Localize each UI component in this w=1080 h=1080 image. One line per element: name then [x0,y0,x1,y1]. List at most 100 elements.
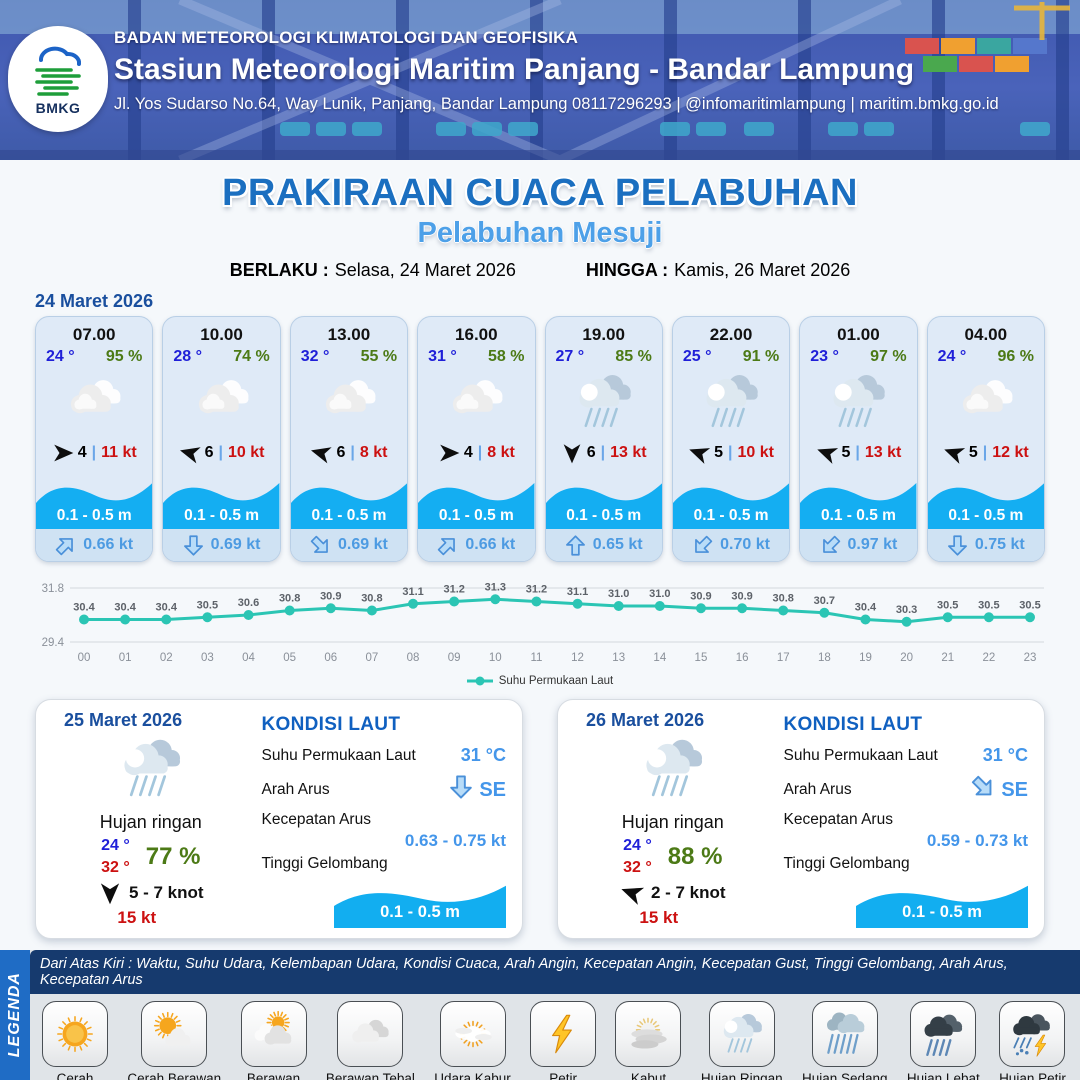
wave-height-label: Tinggi Gelombang [783,855,910,872]
svg-text:17: 17 [777,652,790,664]
day-weather-icon [103,731,199,812]
current-direction-label: Arah Arus [783,781,852,798]
svg-text:31.1: 31.1 [402,586,423,598]
port-illustration [0,0,1080,160]
hour-humidity: 97 % [870,348,907,365]
legend-item-icon [42,1001,108,1067]
wave-icon [290,483,408,529]
svg-text:30.8: 30.8 [279,593,300,605]
hingga-value: Kamis, 26 Maret 2026 [674,260,851,280]
legend-item: Udara Kabur [434,1001,511,1080]
legend-item-icon [708,1001,775,1067]
current-speed: 0.66 kt [465,536,516,553]
wave-icon [163,483,280,529]
day-wind-direction-icon [98,881,122,905]
wave-icon [334,885,506,928]
hour-time: 22.00 [709,325,753,344]
wind-direction-icon [310,442,333,464]
day-temp-min: 24 ° [623,837,652,854]
hour-temperature: 31 ° [428,348,457,365]
svg-text:13: 13 [612,652,625,664]
weather-icon [36,366,152,438]
svg-text:30.5: 30.5 [197,599,218,611]
wave-height: 0.1 - 0.5 m [311,507,387,524]
hingga-label: HINGGA : [585,260,669,280]
sea-current-direction: SE [479,778,506,801]
legend-item: Petir [530,1001,597,1080]
svg-text:14: 14 [653,652,666,664]
wave-icon [545,483,662,529]
hour-humidity: 91 % [742,348,780,365]
day-wind-direction-icon [620,881,645,906]
hour-humidity: 85 % [615,348,652,365]
separator: | [855,444,860,461]
current-row: 0.75 kt [927,529,1044,561]
sea-current-direction: SE [1001,778,1028,801]
wind-direction-icon [943,442,966,464]
current-row: 0.69 kt [163,529,280,561]
day-wind-speed: 5 - 7 knot [128,883,204,903]
weather-icon [546,366,662,438]
hour-temperature: 24 ° [937,348,967,365]
legend-item-label: Cerah Berawan [127,1071,222,1080]
sst-label: Suhu Permukaan Laut [261,746,416,764]
wind-gust: 13 kt [610,444,647,461]
wave-height: 0.1 - 0.5 m [948,507,1024,524]
weather-icon [163,366,279,438]
svg-text:00: 00 [78,652,91,664]
svg-text:18: 18 [818,652,831,664]
hour-humidity: 55 % [360,348,398,365]
wave-height: 0.1 - 0.5 m [820,507,896,524]
wind-row: 6 | 13 kt [546,438,662,468]
wave-icon [927,483,1044,529]
wave-height: 0.1 - 0.5 m [56,507,132,524]
svg-text:07: 07 [366,652,379,664]
legend-item-label: Hujan Lebat [906,1071,980,1080]
wind-direction-icon [688,442,711,464]
svg-text:30.9: 30.9 [731,590,752,602]
legend-item-icon [240,1001,307,1067]
current-direction-icon [183,534,204,556]
wind-speed: 5 [841,444,851,461]
legend-item-icon [999,1001,1066,1067]
svg-text:30.8: 30.8 [361,593,382,605]
svg-text:06: 06 [324,652,337,664]
weather-icon [673,366,789,438]
hourly-forecast-card: 22.00 25 ° 91 % 5 | 10 kt 0.1 - [671,316,791,562]
svg-text:30.9: 30.9 [690,590,711,602]
legend-item: Kabut [615,1001,682,1080]
hour-time: 16.00 [455,325,498,344]
sst-value: 31 °C [460,745,506,765]
port-name: Pelabuhan Mesuji [417,217,663,249]
validity-row: BERLAKU : Selasa, 24 Maret 2026 HINGGA :K… [0,260,1080,281]
day-humidity: 88 % [667,842,723,870]
hourly-forecast-card: 16.00 31 ° 58 % 4 | 8 kt [417,316,536,562]
wave-height-band: 0.1 - 0.5 m [545,473,662,529]
svg-text:30.4: 30.4 [114,602,136,614]
day-wind-gust: 15 kt [117,908,157,928]
wind-speed: 6 [204,444,214,461]
wind-row: 6 | 8 kt [291,438,407,468]
legend-note: Dari Atas Kiri : Waktu, Suhu Udara, Kele… [30,950,1080,994]
svg-text:30.4: 30.4 [156,602,178,614]
current-row: 0.97 kt [800,529,917,561]
svg-text:30.3: 30.3 [896,604,917,616]
current-row: 0.69 kt [290,529,408,561]
wind-speed: 5 [968,444,978,461]
legend-item-icon [530,1001,597,1067]
wind-gust: 10 kt [228,444,265,461]
day-temp-max: 32 ° [101,858,130,876]
wind-direction-icon [52,442,74,464]
svg-text:30.8: 30.8 [773,593,794,605]
current-direction-icon [565,534,586,556]
hourly-forecast-card: 10.00 28 ° 74 % 6 | 10 kt [162,316,281,562]
wind-gust: 8 kt [359,444,388,461]
hour-temperature: 27 ° [555,348,585,365]
berlaku-label: BERLAKU : [229,260,329,280]
wave-height: 0.1 - 0.5 m [438,507,514,524]
wave-icon [856,885,1028,928]
legend-item-label: Hujan Petir [999,1071,1066,1080]
current-row: 0.66 kt [418,529,535,561]
wind-gust: 8 kt [487,444,515,461]
svg-text:20: 20 [900,652,913,664]
